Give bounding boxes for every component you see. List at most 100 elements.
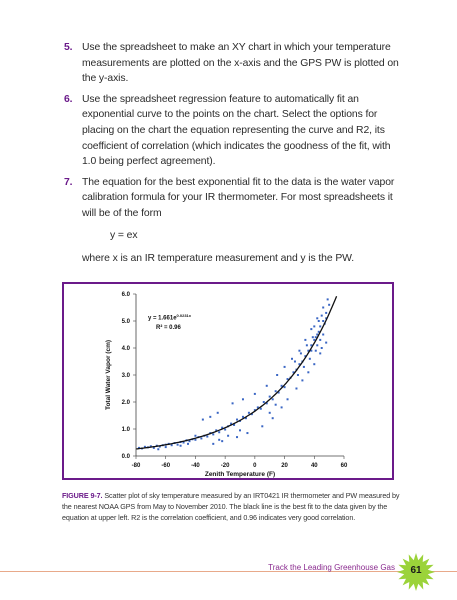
data-point	[265, 402, 268, 405]
data-point	[319, 352, 322, 355]
data-point	[200, 437, 203, 440]
fit-equation: y = 1.661e0.0231x	[148, 313, 192, 322]
data-point	[265, 384, 268, 387]
data-point	[313, 363, 316, 366]
data-point	[302, 365, 305, 368]
data-point	[241, 415, 244, 418]
data-point	[227, 434, 230, 437]
data-point	[216, 411, 219, 414]
data-point	[320, 347, 323, 349]
data-point	[308, 357, 311, 360]
data-point	[326, 298, 329, 301]
y-tick-label: 6.0	[122, 292, 131, 298]
r-squared-label: R² = 0.96	[156, 324, 182, 331]
data-point	[316, 344, 319, 347]
x-tick-label: -20	[221, 463, 230, 469]
data-point	[218, 438, 221, 441]
x-axis-label: Zenith Temperature (F)	[205, 471, 275, 478]
instruction-steps: 5. Use the spreadsheet to make an XY cha…	[62, 40, 402, 272]
data-point	[325, 311, 328, 314]
data-point	[301, 379, 304, 382]
data-point	[280, 406, 283, 409]
data-point	[310, 344, 313, 347]
data-point	[206, 435, 209, 438]
data-point	[316, 317, 319, 320]
data-point	[212, 442, 215, 445]
y-tick-label: 4.0	[122, 346, 131, 352]
caption-label: FIGURE 9-7.	[62, 491, 103, 500]
data-point	[310, 328, 313, 331]
y-axis-label: Total Water Vapor (cm)	[105, 340, 112, 410]
data-point	[182, 441, 185, 444]
data-point	[233, 423, 236, 426]
data-point	[293, 360, 296, 363]
step-7: 7. The equation for the best exponential…	[62, 175, 402, 267]
data-point	[311, 336, 314, 339]
y-tick-label: 2.0	[122, 400, 131, 406]
data-point	[268, 395, 271, 398]
step-text: Use the spreadsheet regression feature t…	[82, 93, 391, 168]
data-point	[149, 445, 152, 448]
data-point	[283, 365, 286, 368]
data-point	[271, 398, 274, 401]
data-point	[317, 320, 320, 322]
data-point	[319, 338, 322, 341]
data-point	[194, 434, 197, 437]
starburst-badge-icon	[397, 553, 435, 591]
data-point	[215, 429, 218, 432]
data-point	[170, 444, 173, 447]
data-point	[221, 440, 224, 443]
data-point	[325, 341, 328, 344]
data-point	[244, 417, 247, 420]
data-point	[218, 431, 221, 434]
data-point	[212, 433, 215, 436]
step-number: 5.	[64, 42, 73, 53]
y-tick-label: 5.0	[122, 319, 131, 325]
data-point	[310, 349, 313, 352]
data-point	[313, 338, 316, 341]
footer-rule	[0, 571, 457, 572]
data-point	[231, 402, 234, 405]
formula-explanation: where x is an IR temperature measurement…	[82, 253, 355, 265]
data-point	[291, 357, 293, 360]
data-point	[295, 387, 298, 390]
data-point	[313, 325, 316, 328]
data-point	[188, 440, 191, 443]
data-point	[239, 429, 241, 432]
data-point	[187, 442, 189, 445]
data-point	[316, 333, 319, 336]
x-tick-label: 60	[341, 463, 348, 469]
x-tick-label: -40	[191, 463, 200, 469]
data-point	[296, 374, 299, 376]
step-number: 6.	[64, 93, 73, 105]
data-point	[277, 391, 280, 394]
data-point	[224, 428, 227, 431]
x-tick-label: -80	[132, 463, 141, 469]
data-point	[298, 363, 301, 366]
data-point	[253, 409, 256, 412]
data-point	[274, 403, 277, 406]
data-point	[241, 398, 244, 401]
data-point	[259, 407, 262, 410]
data-point	[314, 336, 317, 339]
data-point	[307, 371, 310, 374]
data-point	[304, 338, 307, 341]
fit-equation-exponent: 0.0231x	[177, 313, 192, 318]
data-point	[307, 349, 310, 352]
data-point	[250, 413, 253, 416]
footer-title: Track the Leading Greenhouse Gas	[268, 563, 395, 572]
x-tick-label: 40	[311, 463, 318, 469]
data-point	[283, 386, 286, 389]
data-point	[246, 432, 249, 435]
data-point	[247, 411, 250, 414]
data-point	[221, 426, 224, 429]
data-point	[262, 401, 265, 403]
x-tick-label: -60	[161, 463, 170, 469]
y-tick-label: 0.0	[122, 454, 131, 460]
data-point	[325, 317, 328, 320]
data-point	[319, 325, 322, 328]
data-point	[298, 349, 301, 352]
data-point	[274, 390, 277, 393]
data-point	[320, 314, 323, 317]
step-6: 6. Use the spreadsheet regression featur…	[62, 92, 402, 170]
